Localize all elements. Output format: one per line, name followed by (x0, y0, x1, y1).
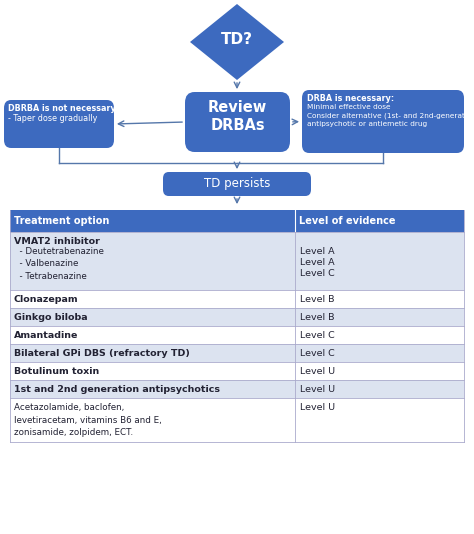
FancyBboxPatch shape (185, 92, 290, 152)
Polygon shape (190, 4, 284, 80)
Bar (10, 290, 464, 308)
Bar (10, 326, 464, 344)
Bar (10, 344, 464, 362)
Text: Level U: Level U (300, 385, 335, 394)
Text: Level U: Level U (300, 403, 335, 412)
Text: Level of evidence: Level of evidence (299, 216, 395, 226)
Text: DBRBA is not necessary:: DBRBA is not necessary: (8, 104, 119, 113)
Bar (10, 380, 464, 398)
FancyBboxPatch shape (4, 100, 114, 148)
Bar (10, 308, 464, 326)
Text: Clonazepam: Clonazepam (14, 295, 79, 304)
Text: Treatment option: Treatment option (14, 216, 109, 226)
Text: Level C: Level C (300, 269, 335, 278)
Text: Level B: Level B (300, 313, 335, 322)
FancyBboxPatch shape (302, 90, 464, 153)
Text: Ginkgo biloba: Ginkgo biloba (14, 313, 88, 322)
Text: Botulinum toxin: Botulinum toxin (14, 367, 99, 376)
Text: DRBA is necessary:: DRBA is necessary: (307, 94, 394, 103)
Text: Level U: Level U (300, 367, 335, 376)
Text: TD?: TD? (221, 32, 253, 47)
Bar (10, 232, 464, 290)
Bar (10, 210, 464, 232)
Text: Level A: Level A (300, 247, 335, 256)
Text: Level B: Level B (300, 295, 335, 304)
Bar (10, 362, 464, 380)
Text: Level A: Level A (300, 258, 335, 267)
Text: Acetazolamide, baclofen,
levetiracetam, vitamins B6 and E,
zonisamide, zolpidem,: Acetazolamide, baclofen, levetiracetam, … (14, 403, 162, 437)
Bar (10, 398, 464, 442)
Text: Amantadine: Amantadine (14, 331, 78, 340)
Text: Minimal effective dose
Consider alternative (1st- and 2nd-generation)
antipsycho: Minimal effective dose Consider alternat… (307, 104, 474, 127)
Text: 1st and 2nd generation antipsychotics: 1st and 2nd generation antipsychotics (14, 385, 220, 394)
Text: Review
DRBAs: Review DRBAs (208, 100, 267, 134)
FancyBboxPatch shape (163, 172, 311, 196)
Text: Level C: Level C (300, 349, 335, 358)
Text: TD persists: TD persists (204, 177, 270, 191)
Text: - Taper dose gradually: - Taper dose gradually (8, 114, 97, 123)
Text: Bilateral GPi DBS (refractory TD): Bilateral GPi DBS (refractory TD) (14, 349, 190, 358)
Text: VMAT2 inhibitor: VMAT2 inhibitor (14, 237, 100, 246)
Text: - Deutetrabenazine
  - Valbenazine
  - Tetrabenazine: - Deutetrabenazine - Valbenazine - Tetra… (14, 247, 104, 281)
Text: Level C: Level C (300, 331, 335, 340)
